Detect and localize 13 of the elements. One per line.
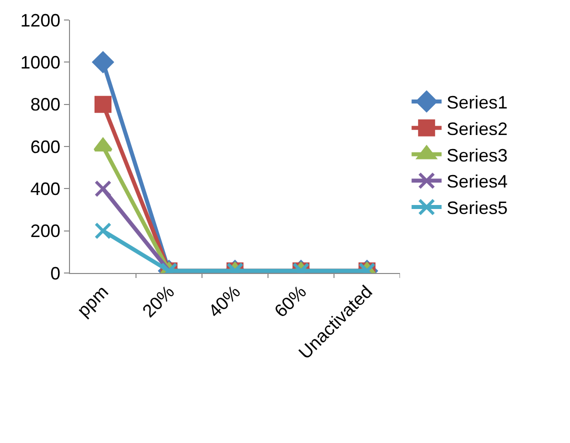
legend-label: Series2 — [446, 118, 508, 139]
x-tick-label: 40% — [204, 282, 244, 322]
y-tick-label: 600 — [30, 136, 60, 157]
legend-label: Series1 — [446, 92, 508, 112]
legend-label: Series5 — [446, 198, 508, 218]
y-tick-label: 200 — [30, 221, 60, 242]
y-tick-label: 1200 — [20, 10, 60, 30]
legend-label: Series3 — [446, 145, 508, 166]
y-tick-label: 1000 — [20, 52, 60, 72]
y-tick-label: 800 — [30, 94, 60, 115]
legend-label: Series4 — [446, 172, 508, 192]
y-tick-label: 0 — [50, 263, 60, 284]
y-tick-label: 400 — [30, 178, 60, 199]
